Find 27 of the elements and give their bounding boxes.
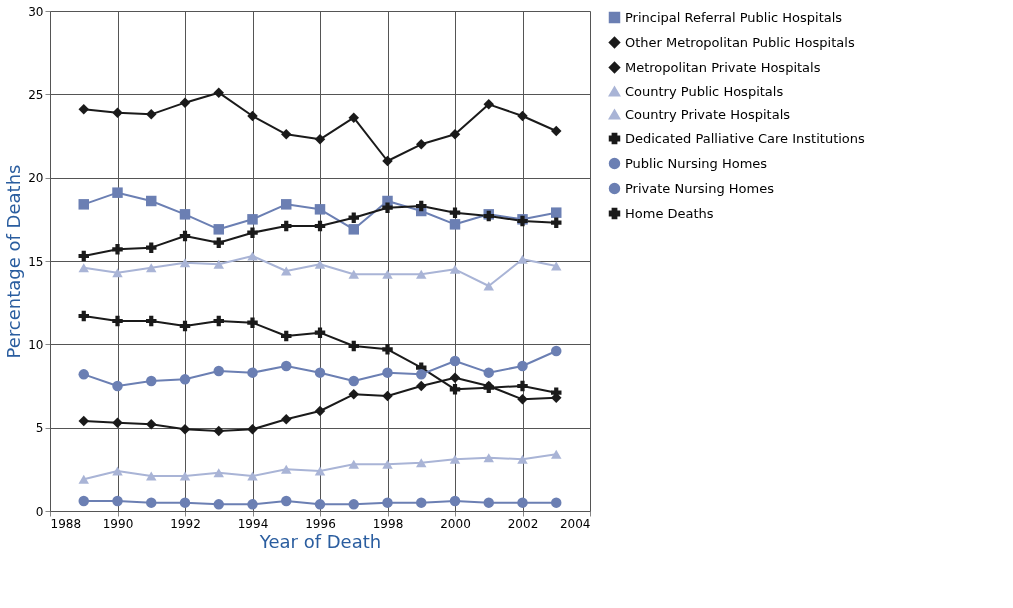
x-axis-title: Year of Death	[258, 530, 382, 552]
x-tick-label: 2004	[559, 516, 591, 531]
y-tick-label: 15	[28, 254, 44, 269]
y-axis-title: Percentage of Deaths	[3, 164, 25, 359]
legend-label: Private Nursing Homes	[625, 180, 775, 196]
x-tick-label: 1992	[170, 516, 201, 531]
legend-label: Country Public Hospitals	[625, 83, 784, 99]
y-tick-label: 0	[35, 504, 44, 519]
legend-label: Country Private Hospitals	[625, 106, 791, 122]
legend-label: Other Metropolitan Public Hospitals	[625, 34, 855, 50]
y-tick-label: 5	[35, 421, 44, 436]
y-tick-label: 25	[28, 87, 44, 102]
x-tick-label: 2000	[440, 516, 471, 531]
x-tick-label: 1998	[372, 516, 404, 531]
x-tick-label: 2002	[507, 516, 539, 531]
y-tick-label: 30	[28, 4, 44, 19]
legend-label: Metropolitan Private Hospitals	[625, 59, 821, 75]
legend-label: Dedicated Palliative Care Institutions	[625, 130, 866, 146]
legend-label: Principal Referral Public Hospitals	[625, 9, 843, 25]
x-tick-label: 1988	[50, 516, 82, 531]
legend-label: Public Nursing Homes	[625, 155, 768, 171]
y-tick-label: 10	[28, 337, 44, 352]
legend-label: Home Deaths	[625, 205, 714, 221]
x-tick-label: 1996	[305, 516, 336, 531]
y-tick-label: 20	[28, 171, 44, 186]
x-tick-label: 1994	[237, 516, 269, 531]
x-tick-label: 1990	[102, 516, 134, 531]
